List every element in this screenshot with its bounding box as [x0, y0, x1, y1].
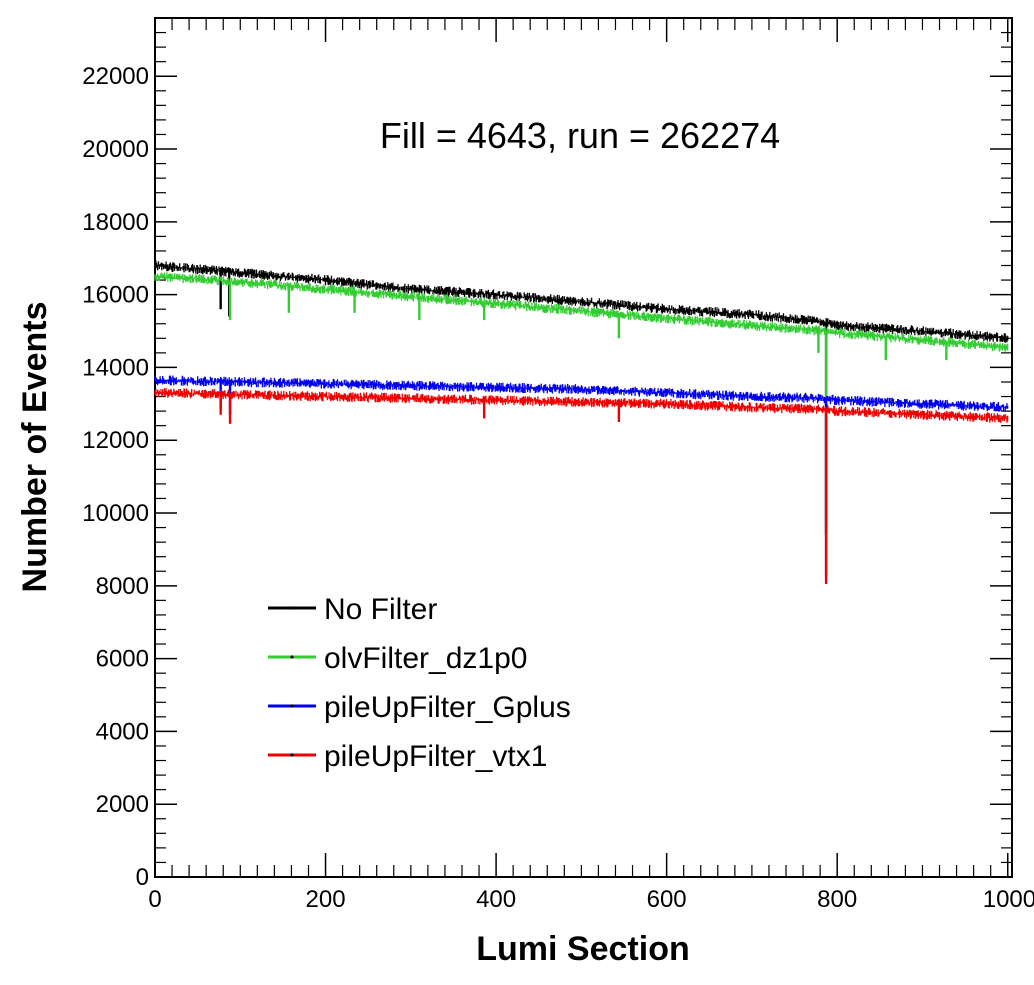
- x-tick-label: 600: [647, 886, 687, 913]
- y-tick-label: 10000: [82, 500, 149, 527]
- legend: No Filter olvFilter_dz1p0 pileUpFilter_Gpl…: [268, 593, 571, 773]
- series-band: [154, 388, 1009, 423]
- series-olvFilter_dz1p0: [154, 272, 1009, 534]
- y-tick-label: 18000: [82, 209, 149, 236]
- y-tick-label: 20000: [82, 136, 149, 163]
- y-tick-label: 12000: [82, 427, 149, 454]
- legend-label: pileUpFilter_Gplus: [324, 691, 571, 724]
- series-pileUpFilter_Gplus: [154, 375, 1009, 577]
- legend-entry: olvFilter_dz1p0: [268, 642, 527, 675]
- x-tick-label: 400: [476, 886, 516, 913]
- legend-marker: [290, 704, 294, 708]
- legend-entry: pileUpFilter_Gplus: [268, 691, 571, 724]
- y-tick-label: 8000: [96, 573, 149, 600]
- x-tick-label: 200: [306, 886, 346, 913]
- legend-marker: [290, 655, 294, 659]
- plot-frame: [154, 17, 1013, 878]
- y-tick-label: 0: [136, 864, 149, 891]
- annotation-text: Fill = 4643, run = 262274: [380, 115, 780, 156]
- legend-label: pileUpFilter_vtx1: [324, 740, 547, 773]
- series-pileUpFilter_vtx1: [154, 388, 1009, 584]
- legend-marker: [290, 606, 294, 610]
- series-band: [154, 272, 1009, 352]
- x-tick-label: 1000: [983, 886, 1034, 913]
- y-tick-label: 16000: [82, 282, 149, 309]
- y-tick-label: 6000: [96, 646, 149, 673]
- legend-entry: pileUpFilter_vtx1: [268, 740, 547, 773]
- y-tick-label: 4000: [96, 718, 149, 745]
- x-tick-label: 800: [817, 886, 857, 913]
- y-tick-label: 22000: [82, 63, 149, 90]
- series-No Filter: [154, 260, 1009, 535]
- y-axis-title: Number of Events: [16, 302, 54, 593]
- x-tick-labels: 0 200 400 600 800 1000: [148, 886, 1034, 913]
- y-tick-label: 2000: [96, 791, 149, 818]
- legend-label: olvFilter_dz1p0: [324, 642, 527, 675]
- x-axis-title: Lumi Section: [476, 930, 689, 968]
- axis-ticks: [154, 17, 1012, 878]
- legend-marker: [290, 753, 294, 757]
- y-tick-label: 14000: [82, 354, 149, 381]
- series-band: [154, 375, 1009, 412]
- x-tick-label: 0: [148, 886, 161, 913]
- legend-label: No Filter: [324, 593, 437, 626]
- series-band: [154, 260, 1009, 343]
- y-tick-labels: 0 2000 4000 6000 8000 10000 12000 14000 16000 180…: [82, 63, 149, 891]
- legend-entry: No Filter: [268, 593, 437, 626]
- series-layer: [154, 260, 1009, 584]
